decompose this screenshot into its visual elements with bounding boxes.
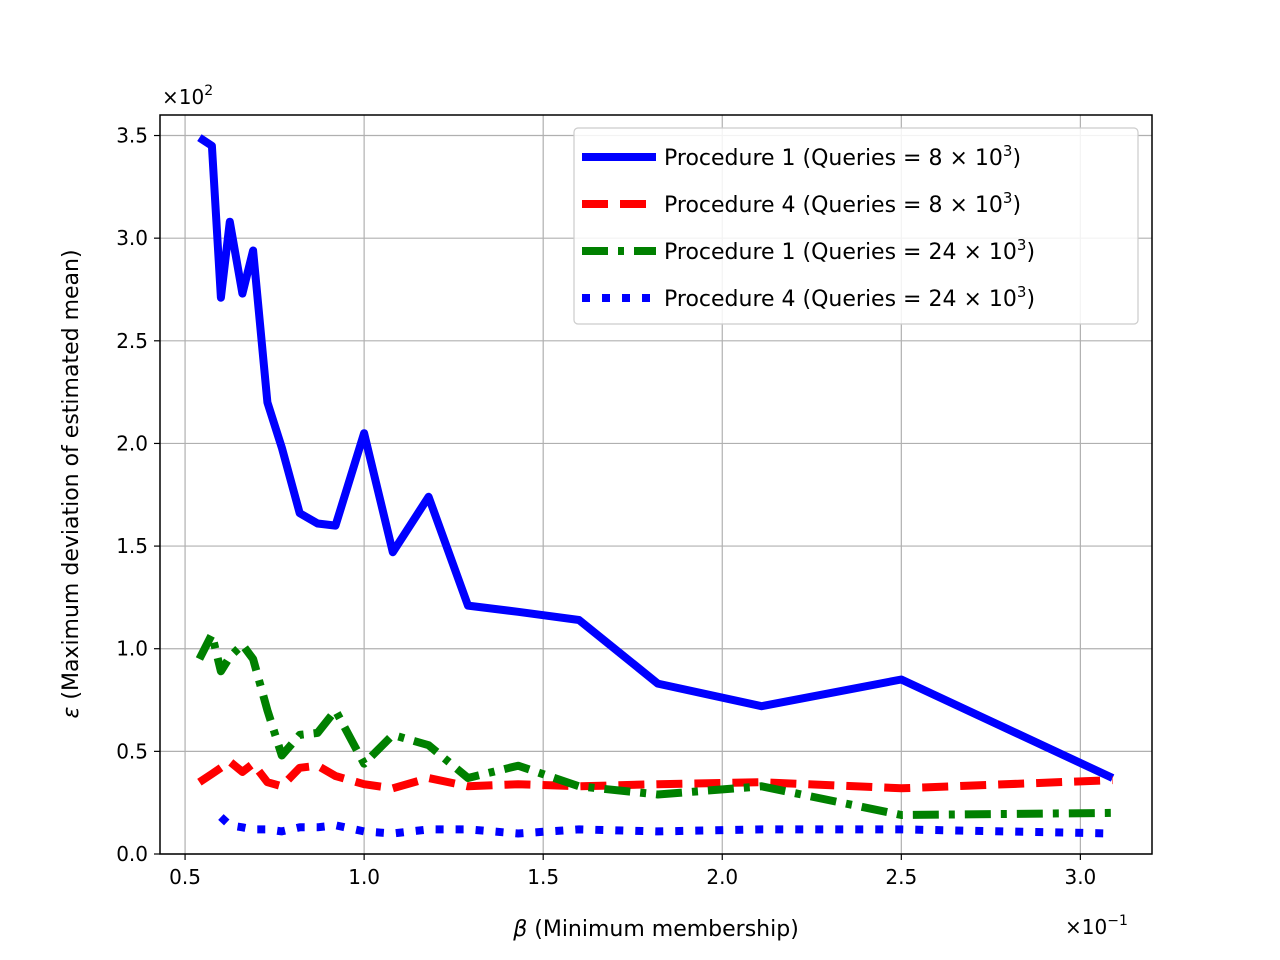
x-tick-label: 3.0 bbox=[1064, 865, 1096, 889]
series-line-2 bbox=[197, 757, 1113, 793]
legend-label-2: Procedure 4 (Queries = 8 × 103) bbox=[664, 189, 1021, 218]
legend: Procedure 1 (Queries = 8 × 103) Procedure… bbox=[573, 127, 1139, 325]
y-axis-ticks: 0.0 0.5 1.0 1.5 2.0 2.5 3.0 3.5 bbox=[116, 124, 160, 866]
y-tick-label: 2.5 bbox=[116, 329, 148, 353]
y-tick-label: 3.5 bbox=[116, 124, 148, 148]
legend-label-4: Procedure 4 (Queries = 24 × 103) bbox=[664, 283, 1035, 312]
x-tick-label: 1.0 bbox=[348, 865, 380, 889]
y-tick-label: 0.0 bbox=[116, 842, 148, 866]
y-tick-label: 3.0 bbox=[116, 226, 148, 250]
series-line-4 bbox=[218, 814, 1113, 838]
y-tick-label: 1.0 bbox=[116, 637, 148, 661]
x-axis-ticks: 0.5 1.0 1.5 2.0 2.5 3.0 bbox=[169, 854, 1096, 889]
series-line-1 bbox=[197, 134, 1115, 782]
series-layer bbox=[195, 134, 1115, 838]
y-axis-multiplier: ×102 bbox=[162, 83, 213, 109]
x-tick-label: 0.5 bbox=[169, 865, 201, 889]
legend-label-1: Procedure 1 (Queries = 8 × 103) bbox=[664, 142, 1021, 171]
x-axis-multiplier: ×10−1 bbox=[1065, 913, 1128, 939]
y-axis-label: ε (Maximum deviation of estimated mean) bbox=[59, 249, 84, 718]
x-axis-label: β (Minimum membership) bbox=[512, 917, 799, 942]
y-tick-label: 1.5 bbox=[116, 534, 148, 558]
y-tick-label: 2.0 bbox=[116, 431, 148, 455]
x-tick-label: 1.5 bbox=[527, 865, 559, 889]
plot-frame bbox=[159, 114, 1153, 855]
x-tick-label: 2.0 bbox=[706, 865, 738, 889]
x-tick-label: 2.5 bbox=[885, 865, 917, 889]
legend-box bbox=[573, 127, 1139, 325]
series-line-3 bbox=[195, 630, 1113, 819]
y-tick-label: 0.5 bbox=[116, 739, 148, 763]
legend-label-3: Procedure 1 (Queries = 24 × 103) bbox=[664, 236, 1035, 265]
